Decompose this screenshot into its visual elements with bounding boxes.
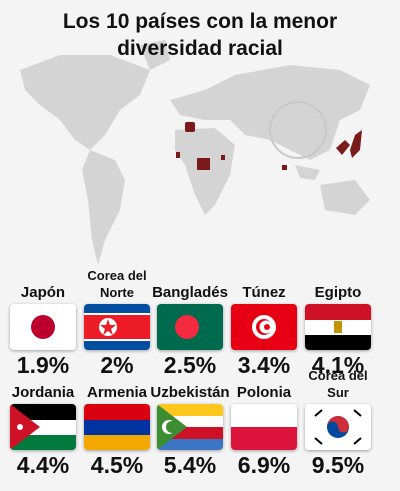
- flag: [157, 404, 223, 450]
- flag: [84, 404, 150, 450]
- country-name: Corea del Sur: [308, 368, 368, 400]
- flag: [305, 404, 371, 450]
- world-map: [20, 40, 370, 265]
- flag: [231, 304, 297, 350]
- flag: [157, 304, 223, 350]
- flag: [10, 304, 76, 350]
- percentage: 1.9%: [16, 352, 70, 378]
- country-name: Japón: [20, 284, 66, 301]
- percentage: 5.4%: [163, 452, 217, 478]
- percentage: 2%: [100, 352, 134, 378]
- country-name: Corea del Norte: [87, 268, 147, 300]
- country-name: Uzbekistán: [150, 384, 230, 401]
- country-name: Polonia: [236, 384, 292, 401]
- flag: [305, 304, 371, 350]
- country-name: Bangladés: [152, 284, 228, 301]
- country-name: Egipto: [314, 284, 362, 301]
- flag: [231, 404, 297, 450]
- percentage: 3.4%: [237, 352, 291, 378]
- percentage: 9.5%: [311, 452, 365, 478]
- percentage: 4.1%: [311, 352, 365, 378]
- percentage: 4.4%: [16, 452, 70, 478]
- percentage: 6.9%: [237, 452, 291, 478]
- country-name: Jordania: [11, 384, 75, 401]
- country-name: Túnez: [242, 284, 286, 301]
- percentage: 2.5%: [163, 352, 217, 378]
- flag: [10, 404, 76, 450]
- flag: [84, 304, 150, 350]
- title: Los 10 países con la menor diversidad ra…: [62, 10, 338, 60]
- country-name: Armenia: [86, 384, 148, 401]
- percentage: 4.5%: [90, 452, 144, 478]
